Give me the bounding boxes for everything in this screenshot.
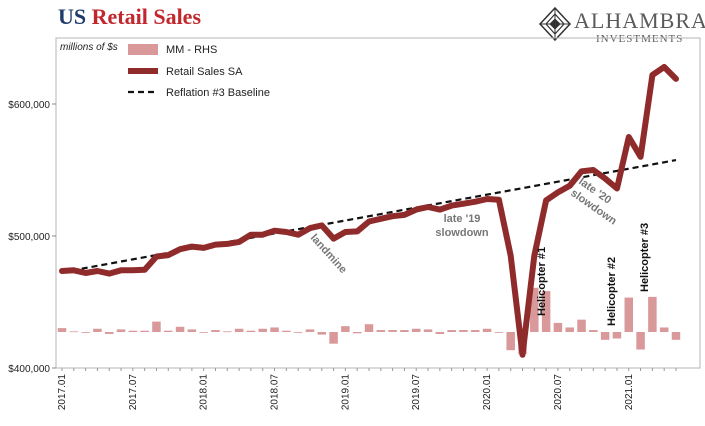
mm-bar: [128, 330, 138, 332]
mm-bar: [282, 330, 291, 332]
x-tick-label: 2018.01: [199, 374, 210, 411]
x-tick-label: 2019.01: [340, 374, 351, 411]
mm-bar: [388, 330, 397, 332]
mm-bar: [589, 330, 598, 332]
mm-bar: [600, 332, 610, 340]
mm-bar: [553, 322, 563, 332]
mm-bar: [187, 329, 197, 332]
legend-label-mm: MM - RHS: [166, 44, 217, 56]
mm-bar: [506, 332, 515, 351]
mm-bar: [93, 328, 102, 332]
x-tick-label: 2017.01: [57, 374, 68, 411]
plot-frame: [55, 37, 701, 369]
mm-bar: [364, 324, 374, 332]
legend-label-baseline: Reflation #3 Baseline: [166, 87, 270, 99]
annotation-text: Helicopter #2: [606, 257, 618, 326]
mm-bar: [577, 319, 586, 332]
mm-bar: [648, 296, 657, 332]
legend-label-sales: Retail Sales SA: [166, 66, 243, 78]
mm-bar: [164, 330, 173, 332]
mm-bar: [636, 332, 645, 350]
retail-sales-line: [59, 64, 679, 358]
mm-bar: [447, 330, 456, 332]
alhambra-logo: ALHAMBRA INVESTMENTS: [538, 6, 705, 54]
chart-title: US Retail Sales: [58, 4, 201, 30]
x-tick-label: 2020.01: [482, 374, 493, 411]
x-tick-label: 2021.01: [624, 374, 635, 411]
annotation-text: late '19: [444, 213, 481, 225]
annotation-text: landmine: [308, 232, 349, 276]
mm-bar: [494, 332, 504, 333]
y-tick-label: $400,000: [8, 364, 50, 375]
mm-bar: [352, 332, 362, 334]
title-subject: Retail Sales: [91, 4, 202, 29]
mm-bar: [671, 332, 681, 340]
mm-bar: [305, 329, 315, 332]
mm-bar: [530, 287, 539, 332]
annotation-landmine: landmine: [308, 232, 349, 276]
annotation-helicopter-1: Helicopter #1: [536, 247, 548, 316]
mm-bar: [435, 332, 445, 334]
mm-bar: [341, 326, 350, 332]
mm-bar: [317, 332, 327, 335]
y-tick-label: $500,000: [8, 232, 50, 243]
annotation-helicopter-3: Helicopter #3: [639, 223, 651, 292]
mm-bar: [69, 331, 79, 333]
mm-bar: [411, 328, 421, 332]
mm-bar: [659, 327, 669, 332]
annotation-helicopter-2: Helicopter #2: [606, 257, 618, 326]
mm-bar: [246, 330, 256, 332]
mm-bar: [293, 332, 303, 333]
mm-bar: [400, 330, 409, 332]
mm-bar: [541, 291, 551, 332]
mm-bar: [104, 332, 114, 334]
mm-bar: [258, 328, 267, 332]
mm-bar: [175, 326, 185, 332]
mm-bar: [211, 330, 220, 332]
mm-bar: [482, 328, 492, 332]
mm-bar: [81, 332, 90, 333]
logo-emblem-icon: [538, 6, 572, 42]
mm-bar: [152, 321, 161, 332]
y-axis-label: millions of $s: [60, 42, 118, 53]
mm-bar: [471, 330, 480, 332]
mm-bar: [140, 330, 149, 332]
title-country: US: [58, 4, 87, 29]
mm-bar: [116, 329, 126, 332]
mm-bar: [376, 330, 386, 332]
x-tick-label: 2019.07: [411, 374, 422, 411]
mm-bar: [199, 332, 208, 333]
mm-bar: [459, 330, 468, 332]
annotation-text: Helicopter #1: [536, 247, 548, 316]
y-tick-label: $600,000: [8, 100, 50, 111]
annotation-text: slowdown: [435, 227, 488, 239]
mm-bar: [57, 328, 67, 332]
mm-bar: [223, 331, 232, 333]
legend-swatch-mm: [128, 44, 158, 55]
x-tick-label: 2018.07: [270, 374, 281, 411]
mm-bar: [624, 297, 634, 332]
mm-bar: [612, 332, 622, 339]
mm-bar: [329, 332, 338, 344]
mm-bar: [423, 329, 433, 332]
logo-name: ALHAMBRA: [574, 8, 705, 33]
annotation-late19: late '19 slowdown: [435, 213, 488, 239]
mm-bar: [234, 328, 244, 332]
mm-bar: [565, 327, 574, 332]
logo-subtitle: INVESTMENTS: [596, 33, 684, 45]
x-tick-label: 2020.07: [553, 374, 564, 411]
mm-bar: [270, 327, 279, 332]
x-tick-label: 2017.07: [128, 374, 139, 411]
annotation-text: Helicopter #3: [639, 223, 651, 292]
